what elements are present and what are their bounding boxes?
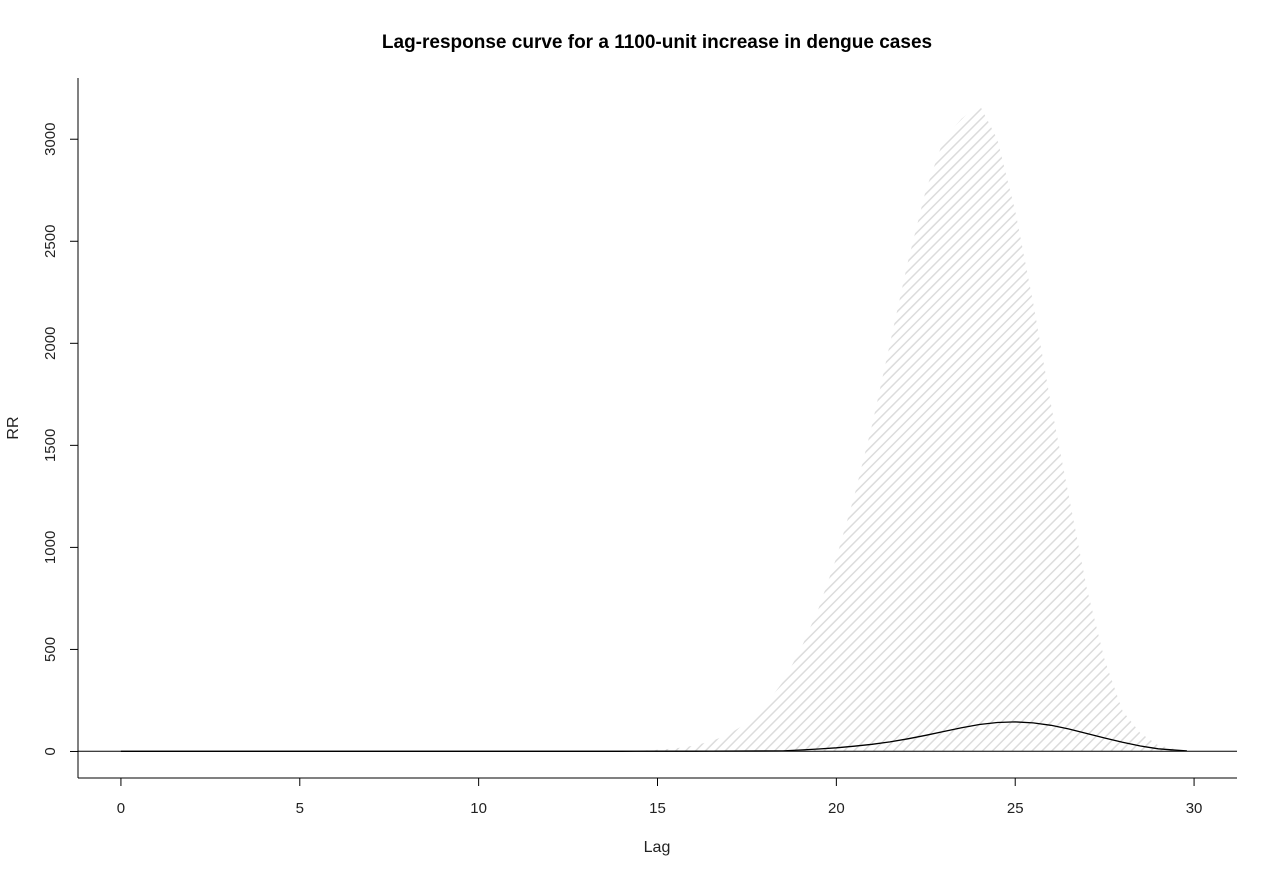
x-tick-label: 20 xyxy=(828,800,845,817)
y-tick-label: 500 xyxy=(42,637,59,662)
confidence-band xyxy=(621,104,1187,752)
x-tick-label: 10 xyxy=(470,800,487,817)
y-tick-label: 1000 xyxy=(42,531,59,564)
x-tick-label: 15 xyxy=(649,800,666,817)
y-tick-label: 3000 xyxy=(42,123,59,156)
chart-title: Lag-response curve for a 1100-unit incre… xyxy=(382,32,932,53)
y-axis-label: RR xyxy=(5,416,22,439)
x-axis-ticks: 0 5 10 15 20 25 30 xyxy=(117,778,1203,817)
y-tick-label: 0 xyxy=(42,747,59,755)
y-tick-label: 1500 xyxy=(42,429,59,462)
plot-area xyxy=(78,104,1237,752)
x-tick-label: 25 xyxy=(1007,800,1024,817)
y-axis-ticks: 0 500 1000 1500 2000 2500 3000 xyxy=(42,123,78,756)
y-tick-label: 2500 xyxy=(42,225,59,258)
x-tick-label: 30 xyxy=(1186,800,1203,817)
x-axis-label: Lag xyxy=(644,839,671,856)
y-tick-label: 2000 xyxy=(42,327,59,360)
x-tick-label: 0 xyxy=(117,800,125,817)
estimate-line xyxy=(120,721,1187,752)
x-tick-label: 5 xyxy=(296,800,304,817)
